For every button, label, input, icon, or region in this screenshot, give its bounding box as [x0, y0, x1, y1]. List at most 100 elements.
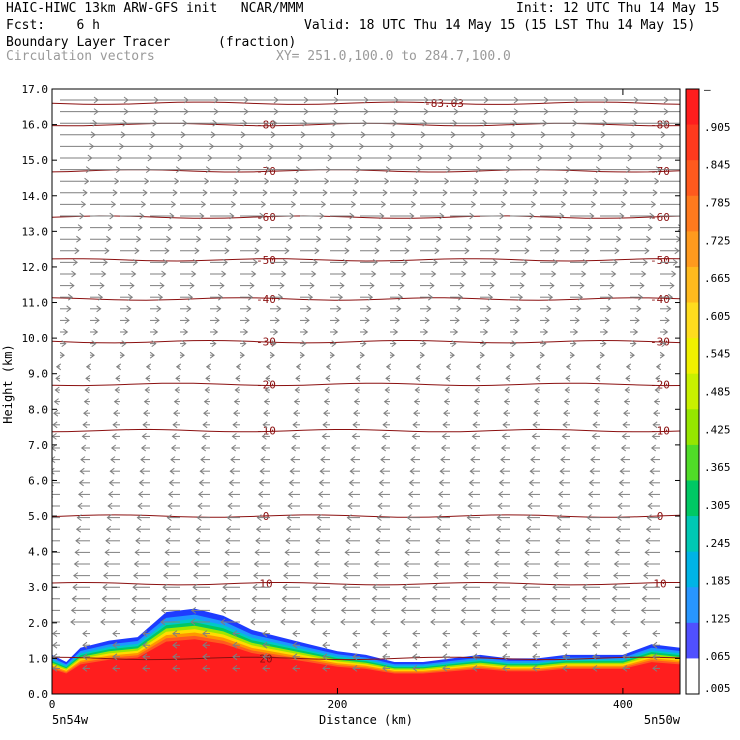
vector-arrowhead — [535, 363, 542, 371]
vector-arrowhead — [140, 456, 146, 463]
vector-arrowhead — [592, 641, 598, 649]
vector-arrowhead — [441, 433, 447, 440]
vector-arrowhead — [84, 386, 90, 394]
vector-arrowhead — [527, 224, 533, 231]
vector-arrowhead — [475, 375, 481, 382]
vector-arrowhead — [654, 386, 660, 394]
vector-arrowhead — [472, 665, 478, 672]
vector-arrowhead — [516, 305, 522, 313]
vector-arrowhead — [172, 630, 178, 637]
vector-arrowhead — [197, 224, 203, 231]
colorbar-frame — [685, 88, 700, 695]
vector-arrowhead — [202, 641, 208, 649]
vector-arrowhead — [290, 444, 297, 452]
vector-arrowhead — [592, 189, 598, 197]
vector-arrowhead — [165, 537, 171, 545]
vector-arrowhead — [173, 409, 179, 417]
vector-arrowhead — [413, 398, 419, 405]
vector-arrowhead — [47, 526, 51, 532]
vector-arrowhead — [228, 479, 234, 487]
vector-arrowhead — [590, 201, 597, 208]
vector-arrowhead — [411, 433, 417, 440]
vector-arrowhead — [562, 665, 568, 672]
vector-arrowhead — [292, 641, 298, 649]
vector-arrowhead — [260, 456, 266, 463]
contour-label: -60 — [650, 211, 670, 224]
vector-arrowhead — [501, 433, 507, 440]
vector-arrowhead — [106, 514, 112, 521]
vector-arrowhead — [252, 583, 258, 591]
vector-arrowhead — [167, 224, 173, 231]
vector-arrowhead — [406, 514, 412, 521]
vector-arrowhead — [378, 491, 384, 498]
vector-arrowhead — [263, 409, 269, 417]
vector-arrowhead — [168, 491, 174, 498]
vector-arrowhead — [403, 560, 409, 568]
contour-line — [52, 428, 680, 433]
vector-arrowhead — [646, 235, 652, 243]
vector-arrowhead — [382, 653, 388, 661]
y-tick-label: 6.0 — [28, 474, 48, 487]
vector-arrowhead — [495, 525, 502, 533]
y-tick-label: 11.0 — [22, 297, 49, 310]
vector-arrowhead — [430, 618, 436, 626]
vector-arrowhead — [136, 235, 142, 243]
vector-arrowhead — [47, 515, 51, 521]
vector-arrowhead — [203, 398, 209, 405]
vector-arrowhead — [173, 398, 179, 405]
y-tick-label: 7.0 — [28, 439, 48, 452]
vector-arrowhead — [472, 653, 478, 661]
vector-arrowhead — [45, 561, 49, 567]
vector-arrowhead — [607, 293, 614, 301]
vector-arrowhead — [524, 247, 530, 255]
vector-arrowhead — [225, 525, 232, 533]
vector-arrowhead — [343, 560, 349, 568]
vector-arrowhead — [552, 583, 558, 591]
vector-arrowhead — [533, 409, 539, 417]
vector-arrowhead — [427, 293, 434, 301]
vector-arrowhead — [221, 595, 227, 603]
vector-arrowhead — [615, 537, 621, 545]
vector-arrowhead — [594, 177, 600, 185]
colorbar-swatch — [686, 231, 699, 268]
vector-arrowhead — [380, 201, 387, 208]
vector-arrowhead — [654, 177, 660, 185]
vector-arrowhead — [640, 607, 647, 614]
contour-label: 0 — [263, 510, 270, 523]
vector-arrowhead — [258, 491, 264, 498]
vector-arrowhead — [359, 351, 365, 359]
vector-arrowhead — [502, 665, 508, 672]
vector-arrowhead — [74, 247, 80, 255]
vector-arrowhead — [434, 549, 440, 556]
y-tick-label: 13.0 — [22, 225, 49, 238]
vector-arrowhead — [114, 177, 120, 185]
vector-arrowhead — [435, 525, 442, 533]
vector-arrowhead — [255, 525, 262, 533]
vector-arrowhead — [424, 317, 430, 324]
vector-arrowhead — [250, 607, 257, 614]
vector-arrowhead — [52, 665, 58, 672]
vector-arrowhead — [204, 386, 210, 394]
vector-arrowhead — [145, 363, 152, 371]
vector-arrowhead — [652, 665, 658, 672]
contour-line — [52, 656, 680, 661]
vector-arrowhead — [650, 201, 657, 208]
vector-arrowhead — [564, 177, 570, 185]
vector-arrowhead — [350, 201, 357, 208]
vector-arrowhead — [436, 235, 442, 243]
vector-arrowhead — [385, 375, 391, 382]
colorbar-label: .605 — [704, 310, 731, 323]
vector-arrowhead — [496, 514, 502, 521]
vector-arrowhead — [511, 340, 517, 347]
vector-arrowhead — [505, 363, 512, 371]
vector-arrowhead — [315, 537, 321, 545]
vector-arrowhead — [156, 305, 162, 313]
vector-arrowhead — [466, 235, 472, 243]
vector-arrowhead — [59, 351, 65, 359]
vector-arrowhead — [195, 537, 201, 545]
vector-arrowhead — [674, 247, 680, 255]
vector-arrowhead — [412, 653, 418, 661]
vector-arrowhead — [110, 201, 117, 208]
vector-arrowhead — [383, 409, 389, 417]
vector-arrowhead — [318, 479, 324, 487]
